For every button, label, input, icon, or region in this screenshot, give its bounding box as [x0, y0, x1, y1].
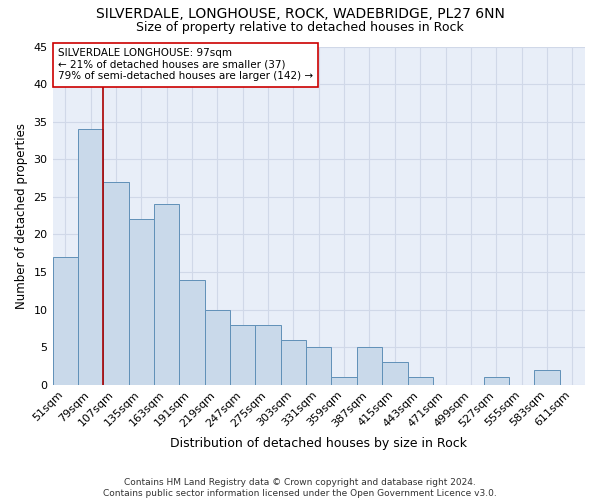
Bar: [407, 378, 433, 385]
Bar: [357, 347, 382, 385]
X-axis label: Distribution of detached houses by size in Rock: Distribution of detached houses by size …: [170, 437, 467, 450]
Bar: [306, 347, 331, 385]
Bar: [534, 370, 560, 385]
Text: Size of property relative to detached houses in Rock: Size of property relative to detached ho…: [136, 21, 464, 34]
Bar: [230, 324, 256, 385]
Bar: [382, 362, 407, 385]
Bar: [53, 257, 78, 385]
Bar: [179, 280, 205, 385]
Bar: [256, 324, 281, 385]
Y-axis label: Number of detached properties: Number of detached properties: [15, 122, 28, 308]
Bar: [128, 220, 154, 385]
Bar: [331, 378, 357, 385]
Bar: [484, 378, 509, 385]
Bar: [154, 204, 179, 385]
Text: SILVERDALE, LONGHOUSE, ROCK, WADEBRIDGE, PL27 6NN: SILVERDALE, LONGHOUSE, ROCK, WADEBRIDGE,…: [95, 8, 505, 22]
Bar: [78, 129, 103, 385]
Text: SILVERDALE LONGHOUSE: 97sqm
← 21% of detached houses are smaller (37)
79% of sem: SILVERDALE LONGHOUSE: 97sqm ← 21% of det…: [58, 48, 313, 82]
Bar: [205, 310, 230, 385]
Bar: [103, 182, 128, 385]
Text: Contains HM Land Registry data © Crown copyright and database right 2024.
Contai: Contains HM Land Registry data © Crown c…: [103, 478, 497, 498]
Bar: [281, 340, 306, 385]
